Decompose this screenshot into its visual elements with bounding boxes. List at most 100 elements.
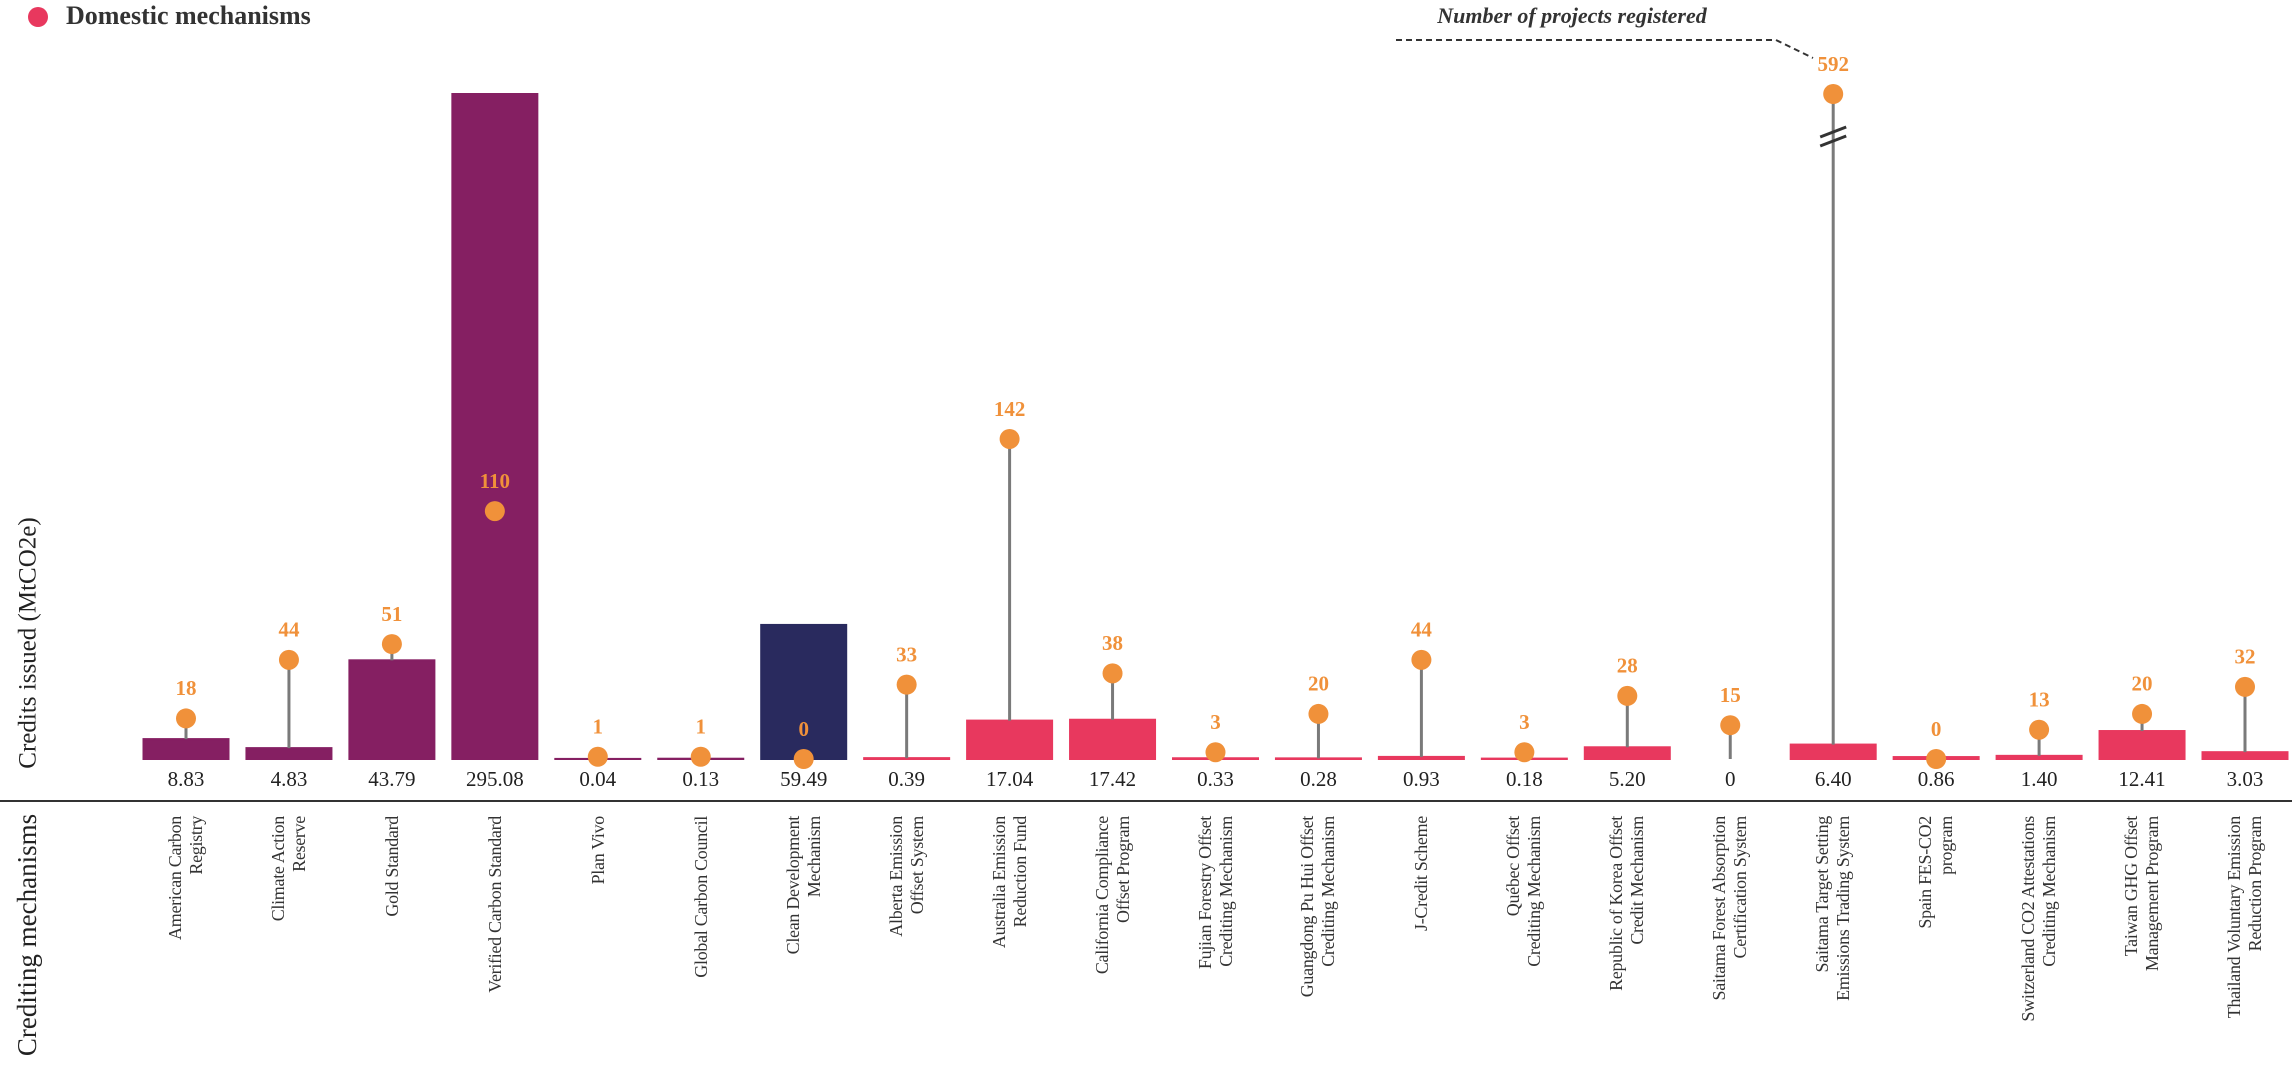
value-label: 0.04: [579, 767, 616, 791]
value-label: 17.04: [986, 767, 1034, 791]
bar: [863, 757, 951, 761]
bar: [1789, 743, 1877, 760]
category-label: California Compliance Offset Program: [1091, 816, 1133, 975]
value-label: 4.83: [271, 767, 308, 791]
category-label: Verified Carbon Standard: [484, 816, 505, 993]
project-dot: [278, 649, 299, 670]
project-label: 33: [896, 642, 917, 666]
bar: [1069, 718, 1157, 760]
project-label: 38: [1102, 631, 1123, 655]
bar: [1377, 755, 1465, 760]
bar: [1995, 754, 2083, 760]
project-dot: [1514, 742, 1535, 763]
project-dot: [793, 749, 814, 769]
project-dot: [381, 634, 402, 655]
category-label: Guangdong Pu Hui Offset Crediting Mechan…: [1297, 816, 1339, 998]
project-label: 32: [2235, 645, 2256, 669]
category-label: Spain FES-CO2 program: [1915, 816, 1957, 929]
category-label: Saitama Target Setting Emissions Trading…: [1812, 816, 1854, 1001]
project-label: 13: [2029, 688, 2050, 712]
value-label: 3.03: [2227, 767, 2264, 791]
category-label: Plan Vivo: [587, 816, 608, 885]
project-dot: [999, 428, 1020, 449]
bar: [966, 719, 1054, 760]
value-label: 6.40: [1815, 767, 1852, 791]
category-label: Clean Development Mechanism: [782, 816, 824, 955]
category-label: Taiwan GHG Offset Management Program: [2121, 816, 2163, 972]
project-label: 18: [176, 676, 197, 700]
value-label: 0.39: [888, 767, 925, 791]
project-dot: [1926, 749, 1947, 769]
bar: [1583, 746, 1671, 760]
bar: [245, 747, 333, 761]
category-label: Saitama Forest Absorption Certification …: [1709, 816, 1751, 1001]
category-label: Alberta Emission Offset System: [885, 816, 927, 937]
project-label: 0: [798, 717, 809, 741]
project-label: 44: [278, 618, 300, 642]
value-label: 0.18: [1506, 767, 1543, 791]
axis-break: [1819, 125, 1847, 139]
project-dot: [1720, 715, 1741, 736]
category-label: Global Carbon Council: [690, 816, 711, 978]
project-dot: [484, 501, 505, 522]
project-dot: [1823, 84, 1844, 104]
project-label: 20: [1308, 672, 1329, 696]
category-label: Climate Action Reserve: [267, 816, 309, 922]
value-label: 0.33: [1197, 767, 1234, 791]
bar: [2098, 730, 2186, 760]
bar: [348, 659, 436, 761]
project-dot: [1102, 663, 1123, 684]
value-label: 17.42: [1089, 767, 1136, 791]
y-axis-label: Credits issued (MtCO2e): [15, 517, 42, 768]
project-dot: [1205, 742, 1226, 763]
bar: [760, 623, 848, 760]
project-label: 20: [2132, 672, 2153, 696]
legend-swatch: [28, 7, 48, 27]
category-label: Fujian Forestry Offset Crediting Mechani…: [1194, 816, 1236, 970]
value-label: 5.20: [1609, 767, 1646, 791]
category-label: J-Credit Scheme: [1410, 816, 1431, 931]
value-label: 59.49: [780, 767, 827, 791]
category-label: Québec Offset Crediting Mechanism: [1503, 816, 1545, 967]
annotation-leader: [1396, 39, 1814, 59]
project-dot: [587, 746, 608, 767]
axis-break: [1819, 134, 1847, 148]
project-dot: [1617, 685, 1638, 706]
category-label: Gold Standard: [381, 816, 402, 917]
project-dot: [2132, 703, 2153, 724]
project-label: 1: [696, 715, 707, 739]
project-dot: [1308, 703, 1329, 724]
project-dot: [176, 708, 196, 729]
project-label: 28: [1617, 654, 1638, 678]
category-label: Australia Emission Reduction Fund: [988, 816, 1030, 949]
project-label: 51: [381, 602, 402, 626]
project-label: 3: [1210, 710, 1221, 734]
category-label: American Carbon Registry: [165, 816, 206, 940]
x-axis-label: Crediting mechanisms: [12, 814, 42, 1056]
project-dot: [1411, 649, 1432, 670]
project-label: 1: [593, 715, 604, 739]
project-label: 142: [994, 397, 1026, 421]
project-dot: [896, 674, 917, 695]
project-label: 592: [1817, 52, 1849, 76]
legend-label: Domestic mechanisms: [66, 1, 311, 30]
category-label: Thailand Voluntary Emission Reduction Pr…: [2224, 816, 2265, 1019]
value-label: 43.79: [368, 767, 415, 791]
bar: [142, 738, 230, 760]
value-label: 0.13: [682, 767, 719, 791]
value-label: 0.93: [1403, 767, 1440, 791]
value-label: 12.41: [2118, 767, 2165, 791]
value-label: 0.86: [1918, 767, 1955, 791]
project-label: 0: [1931, 717, 1942, 741]
category-label: Switzerland CO2 Attestations Crediting M…: [2018, 816, 2060, 1022]
annotation: Number of projects registered: [1436, 3, 1707, 28]
value-label: 8.83: [168, 767, 205, 791]
bar: [1274, 757, 1362, 760]
project-dot: [2029, 719, 2050, 740]
project-label: 110: [480, 469, 510, 493]
bar: [451, 93, 539, 760]
project-label: 44: [1411, 618, 1433, 642]
project-dot: [690, 746, 711, 767]
